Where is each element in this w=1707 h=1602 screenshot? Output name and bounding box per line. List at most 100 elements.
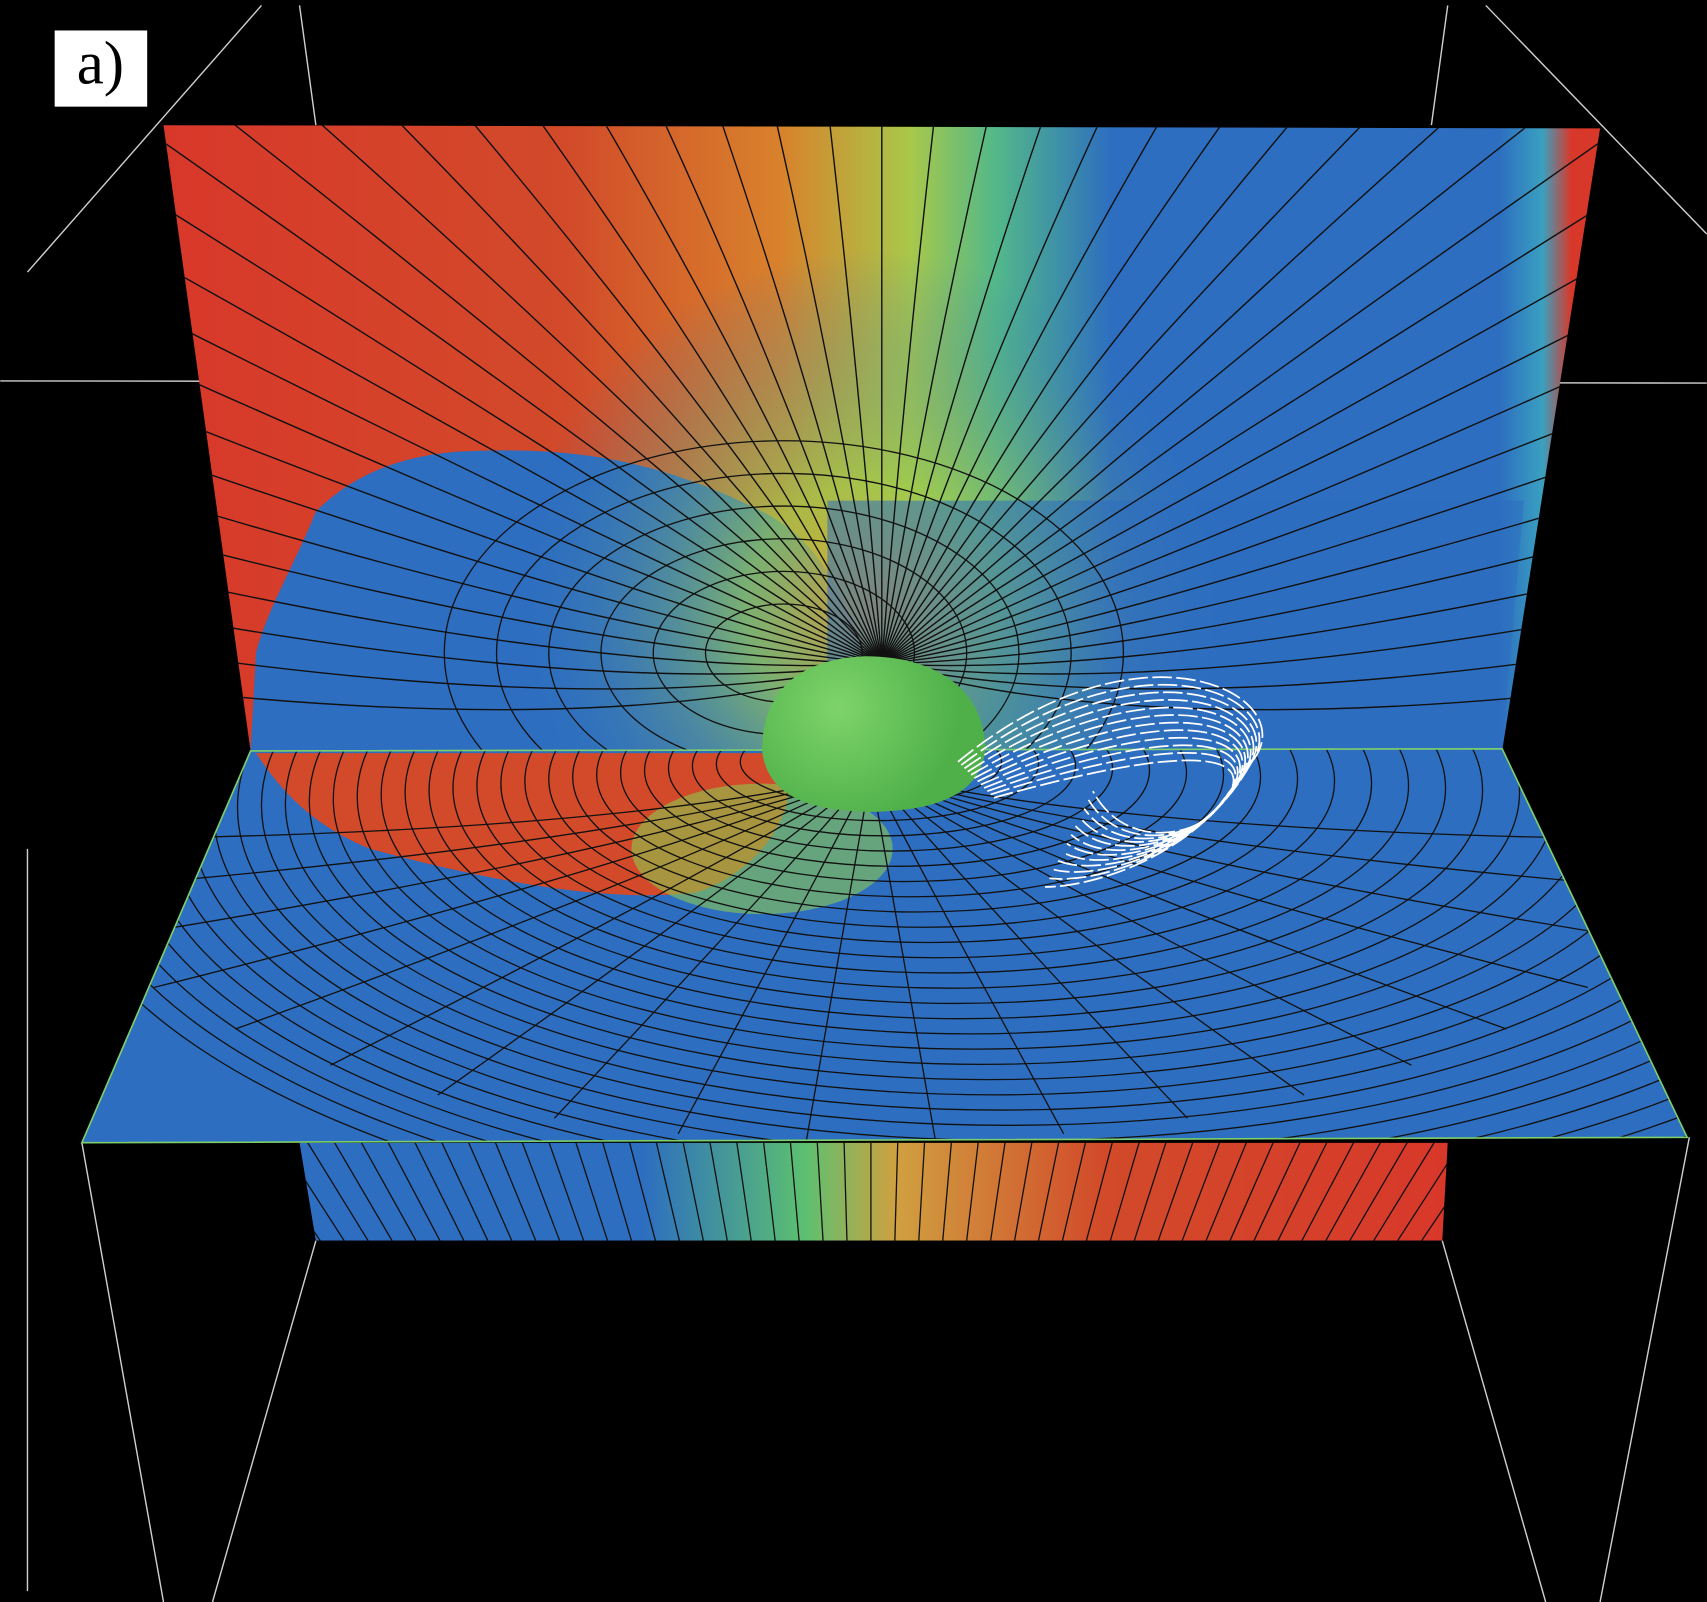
streamline (1349, 1142, 1408, 1241)
streamline (1037, 1142, 1060, 1241)
streamline (163, 241, 883, 665)
closed-loop (548, 505, 1020, 751)
streamline (495, 125, 883, 665)
streamline (1061, 1142, 1087, 1241)
streamline (881, 327, 1601, 665)
streamline (360, 1142, 417, 1241)
streamline (881, 516, 1601, 675)
spiral-arc (548, 748, 1299, 928)
streamline (299, 1142, 345, 1241)
streamline (494, 1142, 537, 1241)
streamline (163, 565, 882, 690)
streamline (602, 1142, 633, 1241)
streamline (1109, 1142, 1140, 1241)
streamline (163, 516, 882, 675)
streamline (881, 125, 1549, 665)
streamline (628, 1142, 657, 1241)
streamline (881, 467, 1601, 667)
spiral-arc (404, 748, 1521, 1020)
vertical-streamlines (163, 125, 1601, 751)
spiral-arc (476, 748, 1410, 974)
streamline (521, 1142, 561, 1241)
field-loop (964, 691, 1258, 873)
streamline (709, 1142, 728, 1241)
field-loop (977, 721, 1247, 852)
streamline (789, 1142, 800, 1241)
shadow-plane (827, 500, 1524, 751)
field-loop (987, 744, 1239, 840)
streamline (881, 125, 1601, 665)
streamline (575, 1142, 609, 1241)
streamline (763, 1142, 776, 1241)
streamline (215, 125, 883, 665)
streamline (647, 125, 883, 665)
streamline (918, 1142, 926, 1241)
streamline (881, 161, 1601, 665)
field-loops (957, 676, 1264, 888)
box-edge (1441, 1240, 1547, 1602)
label-box (54, 30, 148, 107)
spiral-arc (500, 748, 1373, 959)
streamline (682, 1142, 704, 1241)
streamline (816, 1142, 824, 1241)
closed-loop (443, 440, 1125, 751)
streamline (942, 1142, 953, 1241)
vertical-plane (163, 125, 1601, 751)
closed-loop (495, 472, 1072, 751)
streamline (881, 125, 1117, 665)
horizontal-plane (81, 748, 1688, 1143)
streamline (1301, 1142, 1355, 1241)
streamline (1013, 1142, 1033, 1241)
field-loop (973, 714, 1249, 856)
streamline (881, 125, 1268, 665)
lower-plane-fill (299, 1142, 1448, 1241)
streamline (881, 373, 1601, 665)
streamline (1253, 1142, 1301, 1241)
streamline (881, 241, 1601, 665)
box-edge (1430, 5, 1449, 126)
streamline (881, 125, 1482, 665)
streamline (163, 125, 883, 665)
lower-streamlines (299, 1142, 1448, 1241)
field-loop (957, 676, 1264, 888)
spiral-arc (428, 748, 1484, 1005)
streamline (414, 1142, 465, 1241)
field-loop (967, 699, 1255, 867)
spiral-arc (596, 748, 1225, 898)
streamline (1421, 1142, 1448, 1241)
lower-plane (299, 1142, 1448, 1241)
central-sphere (762, 656, 986, 812)
streamline (163, 419, 882, 665)
streamline (387, 1142, 441, 1241)
streamline (1373, 1142, 1435, 1241)
box-edge (1599, 1137, 1691, 1602)
field-loop (960, 683, 1261, 880)
streamline (441, 1142, 489, 1241)
spiral-arc (715, 748, 1040, 822)
streamline (894, 1142, 899, 1241)
streamline (881, 125, 1193, 665)
streamline (1133, 1142, 1167, 1241)
streamline (881, 419, 1601, 665)
streamline (881, 125, 1601, 665)
streamline (881, 615, 1601, 711)
streamline (163, 125, 883, 665)
streamline (163, 467, 882, 667)
closed-loop (600, 538, 968, 751)
streamline (570, 125, 883, 665)
streamline (163, 200, 883, 665)
streamline (966, 1142, 979, 1241)
box-edge (26, 4, 262, 273)
streamline (1085, 1142, 1113, 1241)
streamline (548, 1142, 585, 1241)
panel-label: a) (77, 31, 124, 98)
spiral-arc (284, 748, 1688, 1096)
streamline (881, 125, 1601, 665)
streamline (802, 125, 883, 664)
box-edge (211, 1240, 317, 1602)
streamline (1181, 1142, 1221, 1241)
streamline (1277, 1142, 1328, 1241)
plane-edge (80, 747, 1689, 1144)
